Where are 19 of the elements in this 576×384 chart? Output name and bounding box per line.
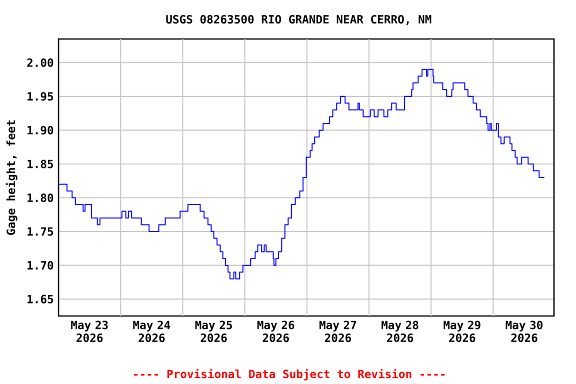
x-tick-label: May 26 2026	[257, 320, 294, 342]
chart-title: USGS 08263500 RIO GRANDE NEAR CERRO, NM	[166, 14, 432, 25]
y-tick-label: 2.00	[27, 58, 54, 67]
x-tick-label: May 29 2026	[444, 320, 480, 342]
y-tick-label: 1.90	[28, 126, 54, 135]
x-tick-label: May 23 2026	[71, 320, 108, 342]
x-tick-label: May 30 2026	[506, 320, 543, 342]
x-tick-label: May 28 2026	[382, 320, 418, 342]
x-tick-label: May 24 2026	[133, 320, 170, 342]
text: ---- Provisional Data Subject to Revision ----	[134, 368, 445, 380]
x-tick-label: May 25 2026	[195, 320, 232, 342]
y-tick-label: 1.80	[28, 193, 54, 202]
y-tick-label: 1.75	[28, 227, 54, 236]
y-tick-label: 1.70	[28, 261, 54, 270]
x-tick-label: May 27 2026	[319, 320, 356, 342]
y-axis-title: Gage height, feet	[6, 120, 18, 235]
y-tick-label: 1.65	[28, 294, 54, 304]
y-tick-label: 1.85	[28, 160, 54, 168]
y-tick-label: 1.95	[28, 92, 54, 101]
